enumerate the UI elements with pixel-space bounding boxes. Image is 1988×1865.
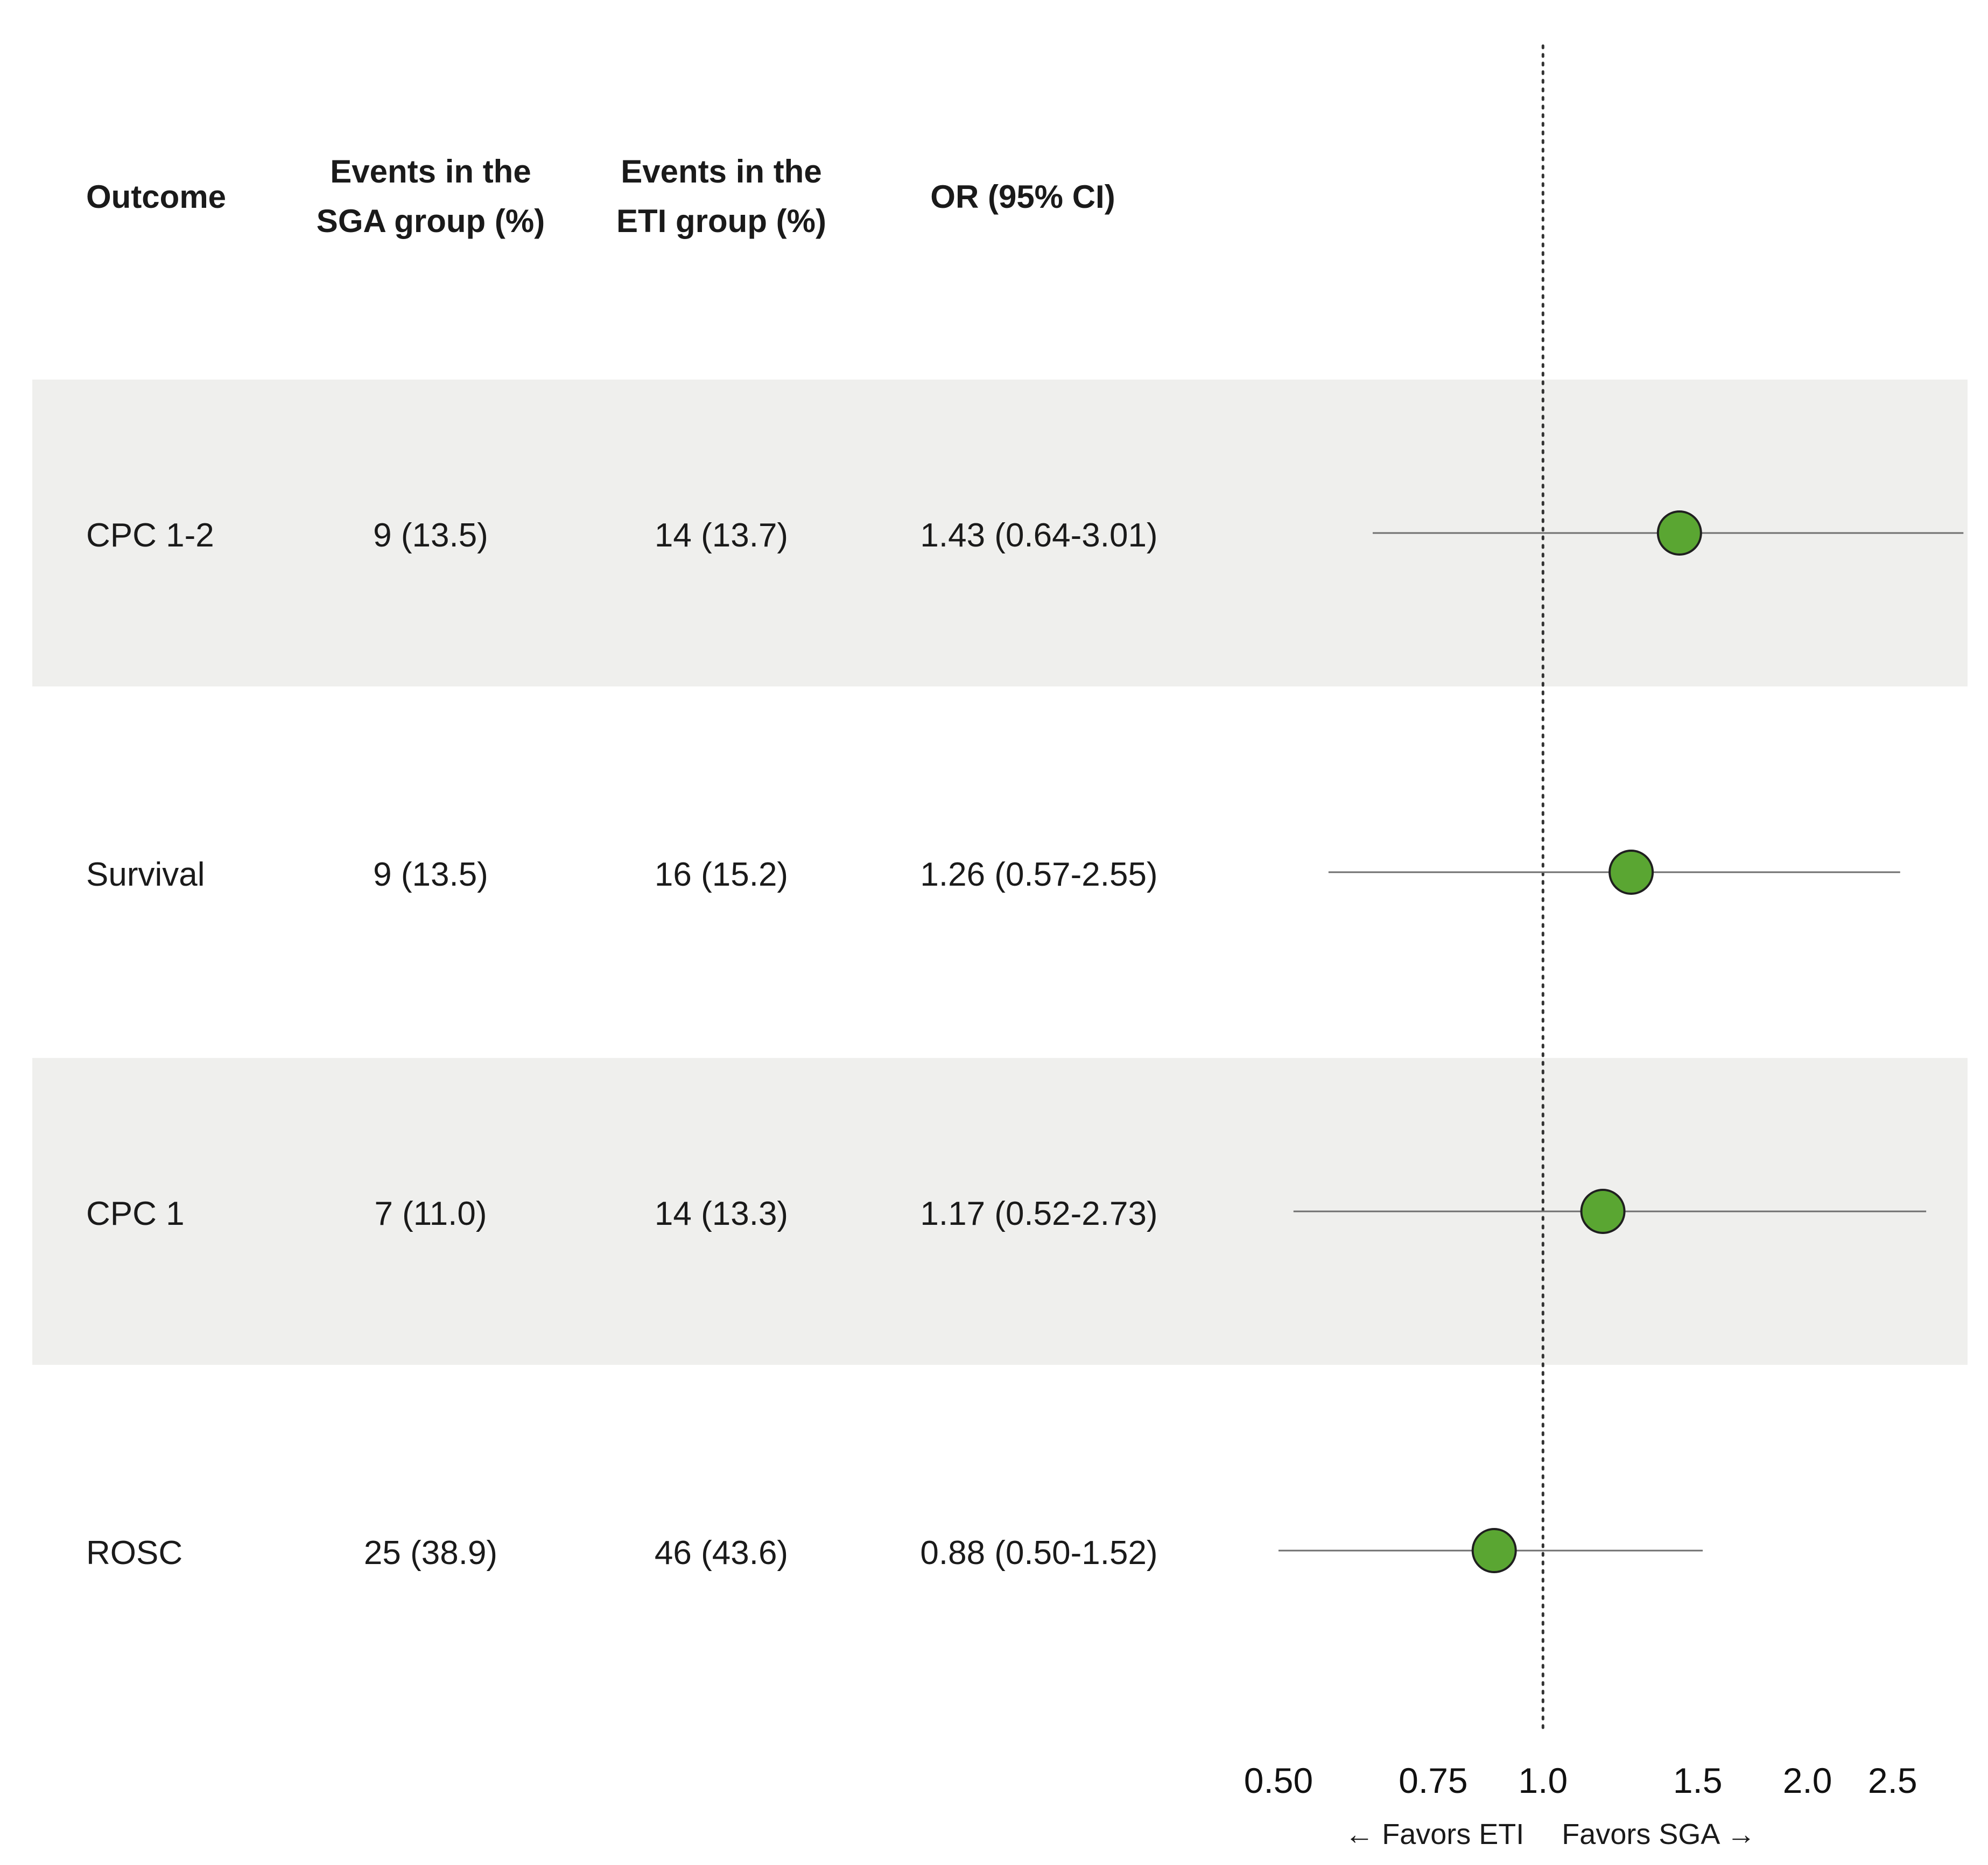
header-outcome: Outcome xyxy=(86,179,227,215)
or-point xyxy=(1471,1528,1517,1573)
header-or-ci: OR (95% CI) xyxy=(930,179,1115,215)
x-tick-label: 0.75 xyxy=(1399,1761,1467,1800)
cell-sga-events: 7 (11.0) xyxy=(374,1195,487,1232)
or-point xyxy=(1608,850,1654,895)
cell-or-ci: 0.88 (0.50-1.52) xyxy=(920,1534,1158,1572)
cell-or-ci: 1.26 (0.57-2.55) xyxy=(920,856,1158,893)
x-tick-label: 2.5 xyxy=(1868,1761,1917,1800)
favors-eti-label: ← Favors ETI xyxy=(1345,1818,1524,1850)
cell-sga-events: 25 (38.9) xyxy=(363,1534,498,1572)
or-point xyxy=(1580,1189,1626,1234)
cell-outcome: CPC 1-2 xyxy=(86,517,214,554)
or-point xyxy=(1656,510,1702,556)
cell-or-ci: 1.43 (0.64-3.01) xyxy=(920,517,1158,554)
cell-sga-events: 9 (13.5) xyxy=(373,517,488,554)
cell-or-ci: 1.17 (0.52-2.73) xyxy=(920,1195,1158,1232)
cell-outcome: ROSC xyxy=(86,1534,183,1572)
x-tick-label: 0.50 xyxy=(1244,1761,1313,1800)
x-tick-label: 1.0 xyxy=(1518,1761,1568,1800)
cell-eti-events: 14 (13.7) xyxy=(654,517,789,554)
cell-eti-events: 14 (13.3) xyxy=(654,1195,789,1232)
cell-sga-events: 9 (13.5) xyxy=(373,856,488,893)
cell-eti-events: 46 (43.6) xyxy=(654,1534,789,1572)
x-tick-label: 2.0 xyxy=(1783,1761,1832,1800)
cell-outcome: Survival xyxy=(86,856,205,893)
x-tick-label: 1.5 xyxy=(1673,1761,1723,1800)
cell-outcome: CPC 1 xyxy=(86,1195,185,1232)
header-sga-events: Events in the SGA group (%) xyxy=(316,153,545,239)
cell-eti-events: 16 (15.2) xyxy=(654,856,789,893)
header-eti-events: Events in the ETI group (%) xyxy=(616,153,826,239)
favors-sga-label: Favors SGA → xyxy=(1562,1818,1755,1850)
